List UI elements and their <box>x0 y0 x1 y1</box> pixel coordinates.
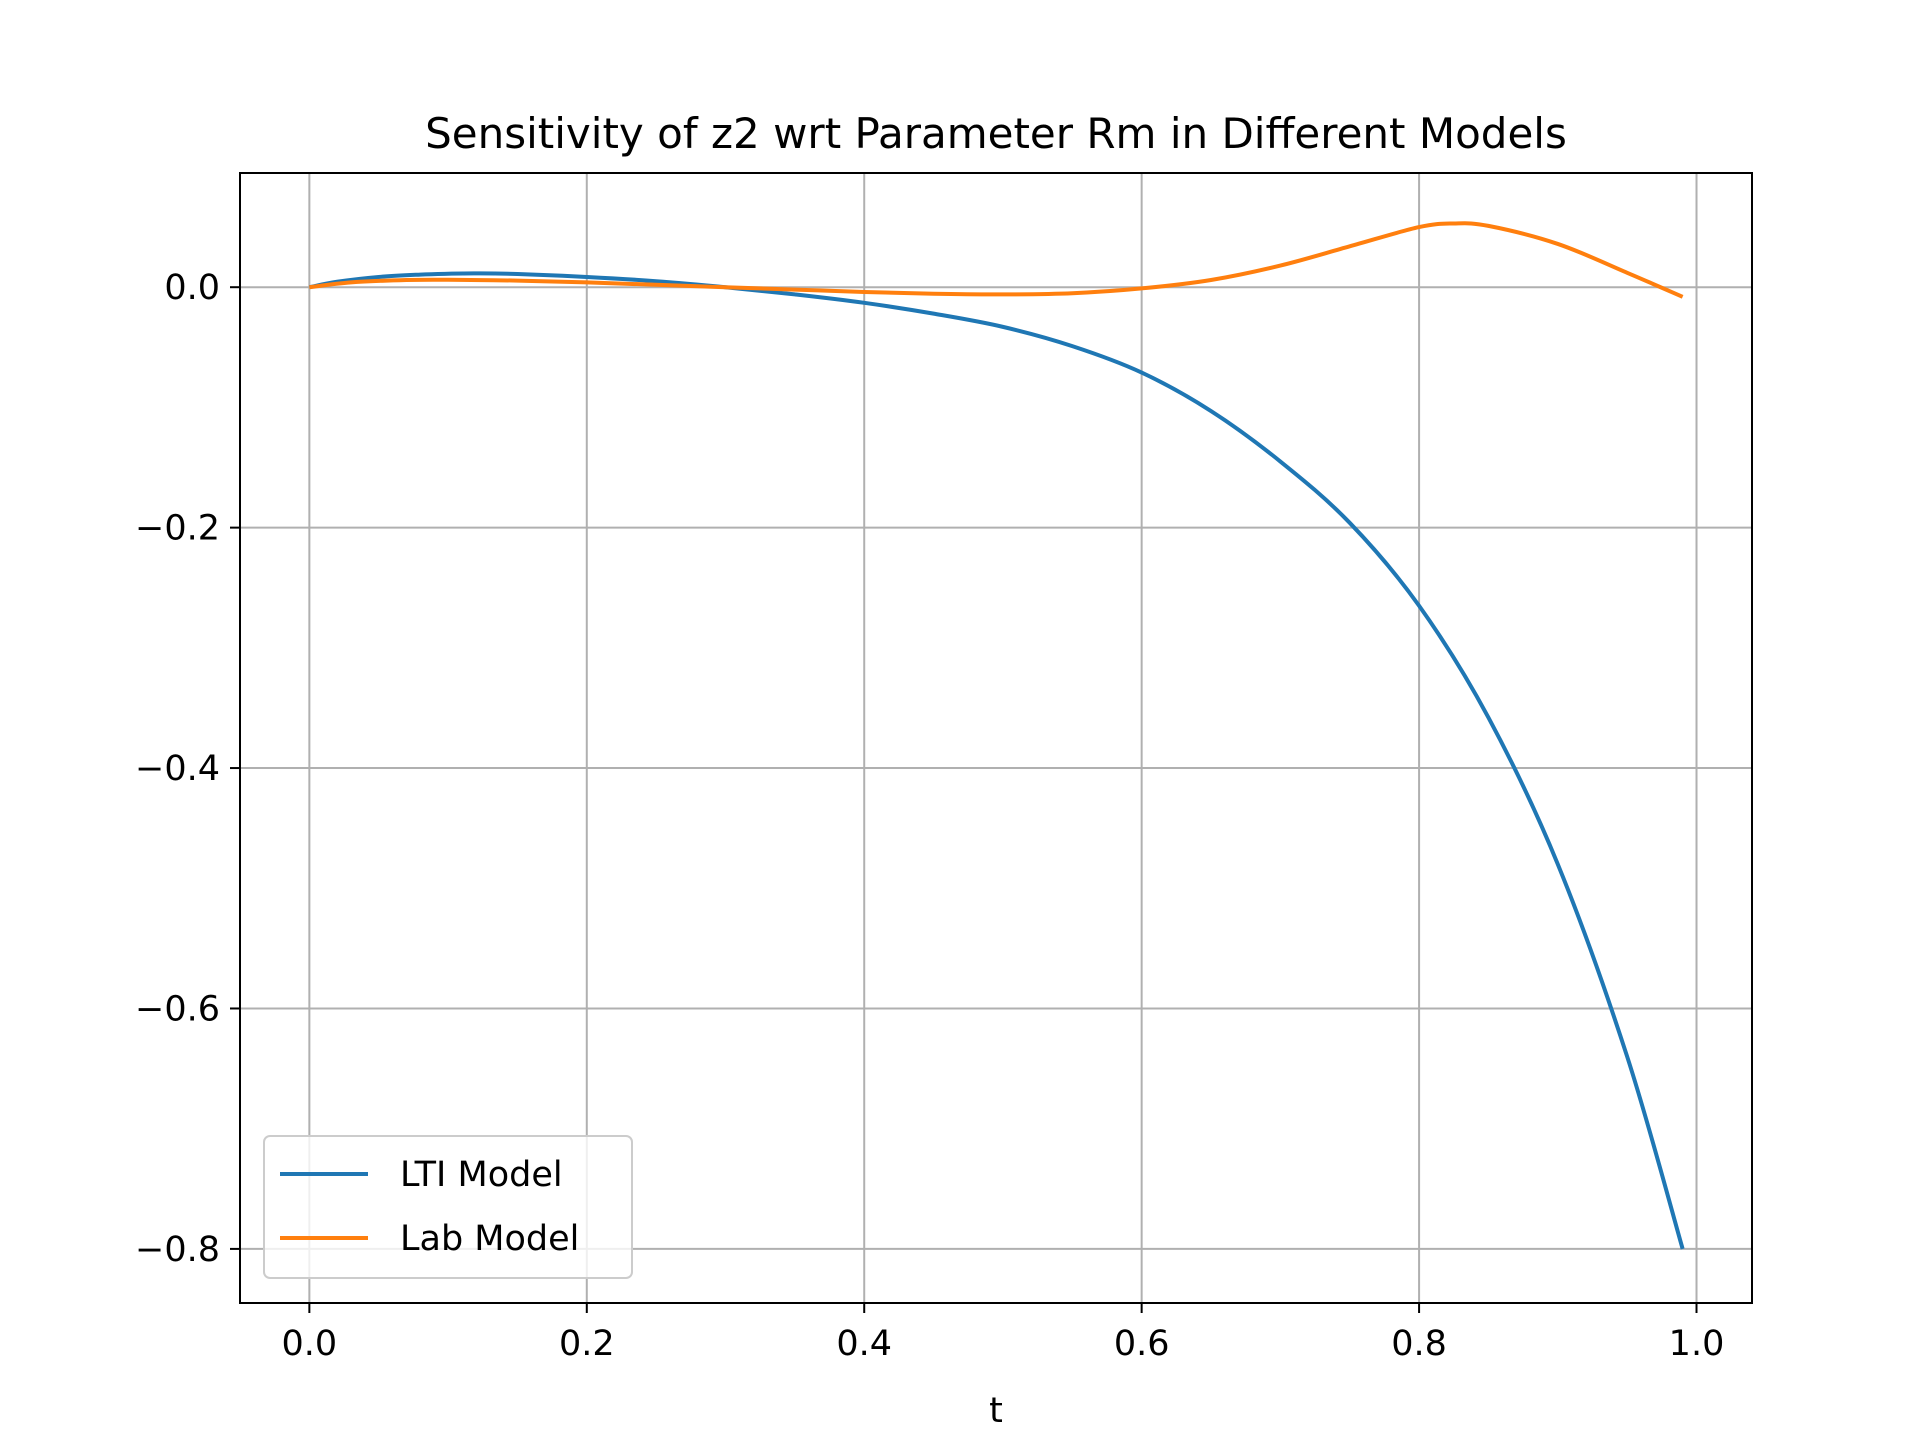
series-line-lti-model <box>308 271 1685 1250</box>
legend-box <box>263 1135 633 1279</box>
x-tick-label: 0.8 <box>1391 1324 1447 1364</box>
y-tick-label: 0.0 <box>164 268 220 308</box>
x-axis-label: t <box>989 1391 1003 1431</box>
x-tick-label: 0.2 <box>559 1324 615 1364</box>
plot-frame <box>239 172 1753 1304</box>
y-tick-label: −0.8 <box>135 1230 220 1270</box>
grid-lines <box>240 173 1752 1303</box>
y-tick-label: −0.6 <box>135 989 220 1029</box>
x-tick-label: 0.4 <box>836 1324 892 1364</box>
legend-label-lti-model: LTI Model <box>400 1155 563 1195</box>
legend-label-lab-model: Lab Model <box>400 1219 579 1259</box>
x-tick-label: 0.0 <box>282 1324 338 1364</box>
series-lines <box>308 221 1685 1250</box>
x-tick-label: 0.6 <box>1114 1324 1170 1364</box>
series-line-lab-model <box>309 221 1684 299</box>
y-tick-label: −0.4 <box>135 749 220 789</box>
x-tick-label: 1.0 <box>1669 1324 1725 1364</box>
y-tick-label: −0.2 <box>135 509 220 549</box>
plot-area <box>240 173 1752 1303</box>
chart-title: Sensitivity of z2 wrt Parameter Rm in Di… <box>425 109 1567 158</box>
axis-ticks: 0.0 0.2 0.4 0.6 0.8 1.0 0.0 −0.2 −0.4 −0.6 −0.8 <box>135 268 1724 1364</box>
legend: LTI Model Lab Model <box>263 1135 633 1279</box>
